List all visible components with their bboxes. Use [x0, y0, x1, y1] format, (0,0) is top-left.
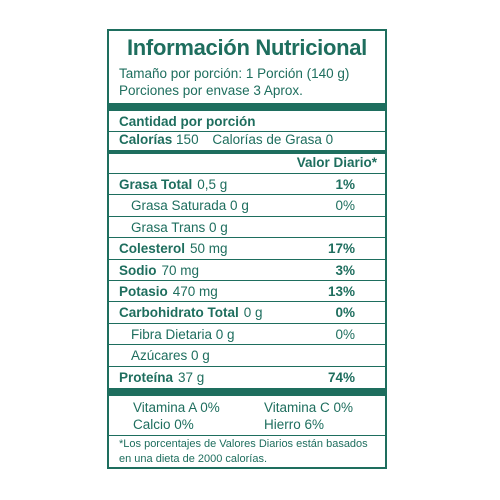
nutrient-label: Proteína [119, 369, 174, 385]
calories-from-fat: Calorías de Grasa 0 [212, 132, 334, 147]
calories-value: 150 [176, 132, 199, 147]
nutrient-percent: 17% [327, 241, 355, 257]
nutrient-row: Potasio 470 mg 13% [109, 281, 385, 303]
nutrient-amount: 70 mg [161, 262, 200, 278]
nutrient-name: Carbohidrato Total 0 g [119, 305, 263, 320]
nutrient-row: Sodio 70 mg 3% [109, 260, 385, 281]
nutrition-label: Información Nutricional Tamaño por porci… [107, 29, 387, 469]
nutrient-label: Grasa Saturada 0 g [131, 198, 249, 214]
nutrient-label: Potasio [119, 284, 168, 299]
row-divider [109, 194, 385, 196]
nutrient-label: Fibra Dietaria 0 g [131, 326, 235, 342]
calories-row: Calorías 150 Calorías de Grasa 0 [119, 132, 333, 147]
nutrient-label: Grasa Total [119, 177, 193, 192]
row-divider [109, 279, 385, 281]
nutrient-label: Grasa Trans 0 g [131, 219, 228, 235]
vitamin-a: Vitamina A 0% [133, 400, 220, 415]
nutrient-percent: 0% [335, 305, 355, 321]
iron: Hierro 6% [264, 417, 325, 432]
nutrient-label: Colesterol [119, 241, 186, 257]
divider [109, 173, 385, 174]
nutrient-row: Colesterol 50 mg 17% [109, 238, 385, 260]
nutrient-amount: 50 mg [190, 241, 228, 257]
daily-value-header: Valor Diario* [296, 155, 377, 170]
nutrient-label: Azúcares 0 g [131, 348, 210, 364]
nutrient-name: Sodio 70 mg [119, 263, 199, 278]
serving-size: Tamaño por porción: 1 Porción (140 g) [119, 66, 350, 81]
row-divider [109, 365, 385, 367]
nutrient-percent: 0% [335, 326, 355, 342]
nutrient-name: Colesterol 50 mg [119, 241, 228, 256]
row-divider [109, 237, 385, 239]
nutrient-row: Grasa Total 0,5 g 1% [109, 174, 385, 196]
nutrient-row: Fibra Dietaria 0 g 0% [109, 324, 385, 346]
nutrient-amount: 0,5 g [197, 177, 228, 192]
nutrient-name: Proteína 37 g [119, 370, 204, 385]
nutrient-label: Sodio [119, 262, 157, 278]
row-divider [109, 322, 385, 324]
nutrient-row: Azúcares 0 g [109, 345, 385, 367]
nutrient-name: Fibra Dietaria 0 g [131, 327, 235, 342]
nutrient-row: Carbohidrato Total 0 g 0% [109, 302, 385, 324]
nutrient-amount: 470 mg [172, 284, 218, 299]
nutrient-name: Azúcares 0 g [131, 348, 210, 363]
vitamin-c: Vitamina C 0% [264, 400, 354, 415]
thick-divider [109, 388, 385, 396]
amount-header: Cantidad por porción [119, 114, 256, 129]
row-divider [109, 301, 385, 303]
nutrient-label: Carbohidrato Total [119, 305, 239, 321]
nutrient-row: Proteína 37 g 74% [119, 367, 385, 388]
row-divider [109, 215, 385, 217]
calories-label: Calorías [119, 132, 173, 147]
calcium: Calcio 0% [133, 417, 194, 432]
divider [109, 435, 385, 436]
row-divider [109, 344, 385, 346]
nutrient-name: Grasa Total 0,5 g [119, 177, 227, 192]
nutrient-name: Grasa Trans 0 g [131, 220, 228, 235]
nutrient-amount: 0 g [243, 305, 263, 321]
nutrient-percent: 74% [327, 369, 355, 385]
nutrient-row: Grasa Saturada 0 g 0% [109, 195, 385, 217]
servings-per-container: Porciones por envase 3 Aprox. [119, 83, 303, 98]
nutrient-percent: 0% [335, 198, 355, 214]
nutrient-name: Grasa Saturada 0 g [131, 198, 249, 213]
row-divider [109, 258, 385, 260]
divider [109, 131, 385, 132]
nutrient-name: Potasio 470 mg [119, 284, 218, 299]
medium-divider [109, 150, 385, 154]
nutrient-percent: 13% [327, 284, 355, 299]
nutrient-percent: 3% [335, 262, 355, 278]
nutrient-amount: 37 g [178, 369, 205, 385]
nutrient-percent: 1% [335, 177, 355, 192]
nutrient-row: Grasa Trans 0 g [109, 217, 385, 239]
footnote: *Los porcentajes de Valores Diarios está… [119, 438, 368, 465]
thick-divider [109, 103, 385, 111]
label-title: Información Nutricional [126, 35, 367, 60]
